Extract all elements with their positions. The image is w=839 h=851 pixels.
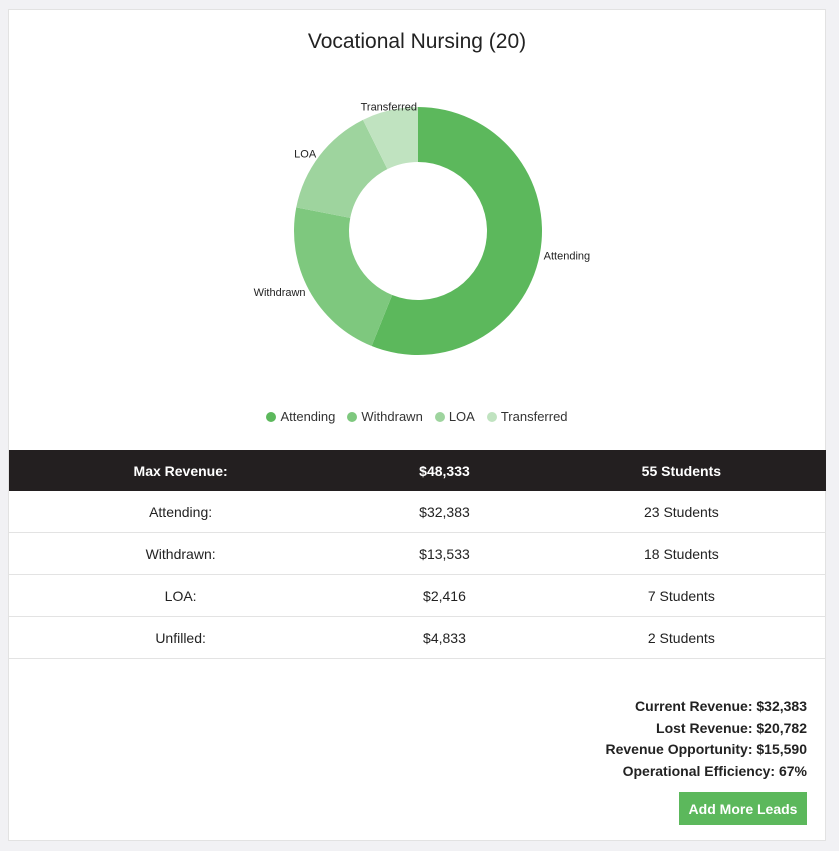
add-more-leads-button[interactable]: Add More Leads: [679, 792, 807, 825]
table-cell: $2,416: [352, 574, 537, 617]
operational-efficiency: Operational Efficiency: 67%: [622, 762, 807, 779]
legend-item-transferred[interactable]: Transferred: [486, 409, 568, 424]
slice-label-withdrawn: Withdrawn: [254, 287, 306, 299]
table-cell: Withdrawn:: [9, 532, 353, 575]
table-cell: 7 Students: [536, 574, 826, 617]
donut-chart: Attending Withdrawn LOA Transferred: [9, 10, 827, 450]
table-cell: 23 Students: [536, 491, 826, 533]
slice-transferred[interactable]: [362, 107, 418, 170]
legend-swatch-icon: [266, 411, 277, 422]
chart-legend: Attending Withdrawn LOA Transferred: [9, 409, 825, 424]
lost-revenue: Lost Revenue: $20,782: [656, 719, 807, 736]
slice-label-loa: LOA: [294, 148, 317, 160]
slice-label-transferred: Transferred: [361, 101, 417, 113]
header-cell: Max Revenue:: [9, 450, 353, 491]
table-row: Unfilled: $4,833 2 Students: [9, 616, 826, 659]
table-header-row: Max Revenue: $48,333 55 Students: [9, 450, 826, 491]
revenue-table: Max Revenue: $48,333 55 Students Attendi…: [9, 450, 826, 659]
legend-swatch-icon: [486, 411, 497, 422]
chart-title: Vocational Nursing (20): [307, 30, 527, 53]
legend-item-attending[interactable]: Attending: [266, 409, 335, 424]
table-cell: Attending:: [9, 491, 353, 533]
table-cell: Unfilled:: [9, 616, 353, 659]
legend-item-withdrawn[interactable]: Withdrawn: [347, 409, 423, 424]
revenue-summary: Current Revenue: $32,383 Lost Revenue: $…: [605, 696, 807, 782]
table-cell: LOA:: [9, 574, 353, 617]
legend-label: Transferred: [500, 409, 568, 424]
table-row: Attending: $32,383 23 Students: [9, 491, 826, 533]
program-card: Vocational Nursing (20) Attending Withdra…: [8, 9, 826, 841]
table-cell: $4,833: [352, 616, 537, 659]
legend-swatch-icon: [347, 411, 358, 422]
table-cell: 18 Students: [536, 532, 826, 575]
legend-label: Attending: [280, 409, 336, 424]
table-cell: 2 Students: [536, 616, 826, 659]
legend-label: LOA: [448, 409, 475, 424]
header-cell: 55 Students: [536, 450, 826, 491]
slice-loa[interactable]: [296, 119, 388, 218]
table-row: LOA: $2,416 7 Students: [9, 574, 826, 617]
donut-svg: Attending Withdrawn LOA Transferred: [254, 101, 590, 355]
revenue-opportunity: Revenue Opportunity: $15,590: [605, 741, 807, 757]
legend-item-loa[interactable]: LOA: [434, 409, 475, 424]
table-cell: $32,383: [352, 491, 537, 533]
table-row: Withdrawn: $13,533 18 Students: [9, 532, 826, 575]
slice-attending[interactable]: [371, 107, 543, 355]
slice-label-attending: Attending: [544, 250, 590, 262]
slice-withdrawn[interactable]: [294, 207, 393, 347]
header-cell: $48,333: [352, 450, 537, 491]
table-cell: $13,533: [352, 532, 537, 575]
legend-label: Withdrawn: [361, 409, 423, 424]
legend-swatch-icon: [434, 411, 445, 422]
current-revenue: Current Revenue: $32,383: [635, 698, 807, 714]
